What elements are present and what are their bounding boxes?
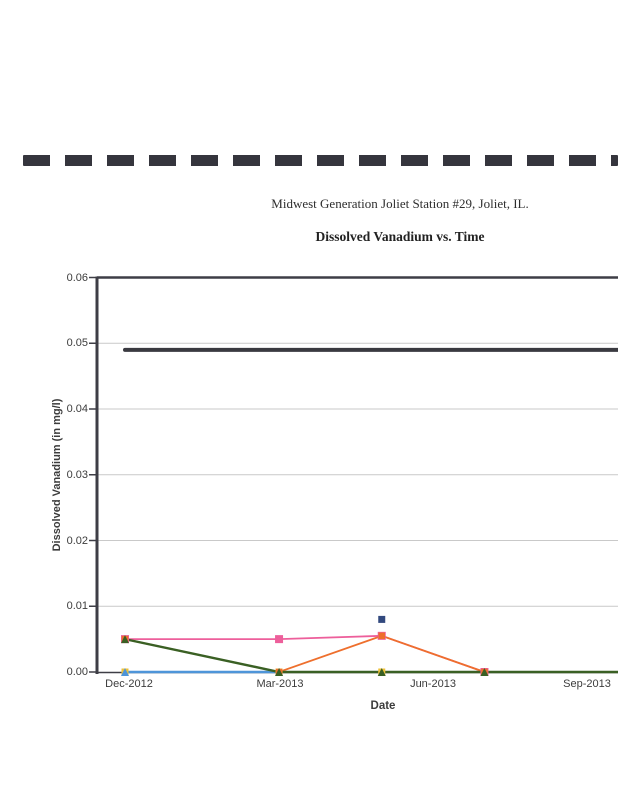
x-tick-label: Sep-2013	[563, 678, 611, 690]
navy-square-point-marker	[378, 615, 386, 623]
y-tick-label: 0.04	[66, 403, 88, 415]
document-title: Midwest Generation Joliet Station #29, J…	[271, 196, 529, 211]
x-tick-label: Mar-2013	[256, 678, 304, 690]
y-tick-label: 0.06	[66, 271, 88, 284]
dark-green-triangle-series-line	[123, 637, 618, 674]
x-tick-label: Dec-2012	[105, 678, 153, 690]
dark-green-triangle-series-marker	[275, 668, 284, 676]
binder-perforation-dashes	[23, 155, 618, 166]
y-tick-label: 0.00	[66, 666, 88, 678]
y-tick-label: 0.02	[66, 534, 88, 547]
dark-green-triangle-series-marker	[377, 668, 386, 676]
chart-title: Dissolved Vanadium vs. Time	[315, 229, 485, 244]
orange-square-series-marker	[378, 632, 385, 640]
x-tick-label: Jun-2013	[410, 678, 456, 690]
pink-square-series-marker	[275, 635, 284, 644]
dark-green-triangle-series-marker	[480, 668, 489, 676]
orange-square-series-line	[124, 634, 486, 673]
y-tick-label: 0.03	[66, 468, 88, 481]
x-axis-title: Date	[370, 700, 396, 712]
y-tick-label: 0.05	[66, 337, 88, 350]
y-tick-label: 0.01	[66, 600, 88, 613]
light-blue-triangle-series-marker	[121, 668, 129, 676]
dark-green-triangle-series-marker	[121, 635, 129, 644]
